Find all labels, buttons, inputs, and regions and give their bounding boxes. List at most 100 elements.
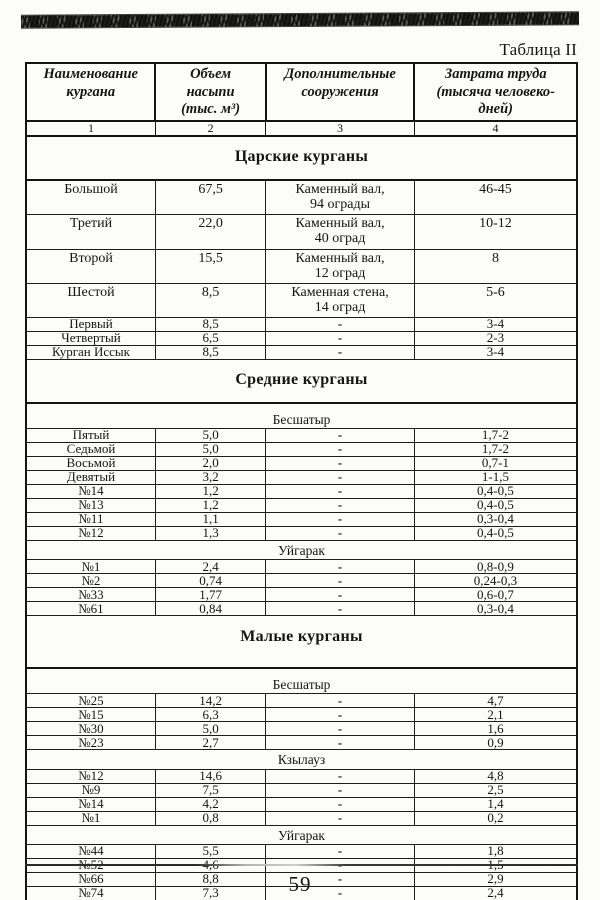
cell-name: Первый (25, 316, 156, 332)
cell-volume: 8,5 (154, 344, 267, 360)
table-label: Таблица II (499, 40, 577, 59)
cell-name: Девятый (25, 470, 156, 486)
table-row: №33 1,77-0,6-0,7 (25, 587, 578, 603)
table-row: Большой 67,5 Каменный вал, 94 ограды 46-45 (25, 179, 578, 216)
cell-name: №12 (25, 526, 156, 542)
cell-name: №33 (25, 587, 156, 603)
cell-name: №14 (25, 484, 156, 500)
cell-labor: 0,7-1 (413, 456, 578, 472)
subsection-title: Кзылауз (26, 749, 577, 770)
table-row: №14 4,2-1,4 (25, 796, 578, 812)
section-title: Царские курганы (26, 136, 577, 182)
cell-structures: - (265, 498, 415, 514)
table-row: Восьмой 2,0-0,7-1 (25, 456, 578, 472)
subsection-title: Уйгарак (26, 540, 577, 561)
cell-name: Четвертый (25, 330, 156, 346)
cell-structures: Каменный вал, 94 ограды (265, 179, 415, 216)
cell-volume: 8,8 (154, 871, 267, 887)
cell-name: №25 (25, 693, 156, 709)
cell-name: Большой (25, 179, 156, 216)
table-row: №61 0,84-0,3-0,4 (25, 601, 578, 617)
cell-labor: 0,4-0,5 (413, 498, 578, 514)
table-row: №11 1,1-0,3-0,4 (25, 512, 578, 528)
cell-volume: 3,2 (154, 470, 267, 486)
cell-labor: 3-4 (413, 316, 578, 332)
cell-labor: 0,24-0,3 (413, 573, 578, 589)
cell-structures: Каменный вал, 12 оград (265, 248, 415, 284)
cell-name: №1 (25, 559, 156, 575)
cell-name: №61 (25, 601, 156, 617)
cell-name: Третий (25, 214, 156, 250)
col-header-volume: Объем насыпи (тыс. м³) (154, 61, 267, 123)
table-row: №44 5,5-1,8 (25, 843, 578, 859)
cell-name: №11 (25, 512, 156, 528)
cell-structures: - (265, 707, 415, 723)
cell-labor: 0,4-0,5 (413, 526, 578, 542)
table-row: №1 0,8-0,2 (25, 810, 578, 826)
cell-volume: 5,5 (154, 843, 267, 859)
table-row: №25 14,2-4,7 (25, 693, 578, 709)
cell-labor: 0,6-0,7 (413, 587, 578, 603)
subsection-row: Уйгарак (26, 825, 577, 845)
cell-labor: 1,8 (413, 843, 578, 859)
cell-volume: 4,2 (154, 796, 267, 812)
cell-name: Шестой (25, 282, 156, 318)
table-header: Наименование кургана Объем насыпи (тыс. … (24, 61, 578, 138)
cell-volume: 8,5 (154, 316, 267, 332)
page-number: 59 (288, 872, 312, 896)
cell-labor: 0,9 (413, 735, 578, 751)
cell-structures: Каменная стена, 14 оград (265, 282, 415, 318)
cell-name: №30 (25, 721, 156, 737)
table-row: №14 1,2-0,4-0,5 (25, 484, 578, 500)
cell-name: №12 (25, 768, 156, 784)
section-row: Средние курганы (26, 359, 577, 404)
cell-name: Второй (25, 248, 156, 284)
cell-name: Седьмой (25, 442, 156, 458)
subsection-row: Уйгарак (26, 540, 577, 561)
cell-structures: - (265, 885, 415, 900)
cell-name: Пятый (25, 428, 156, 444)
ornamental-border (20, 11, 580, 29)
cell-labor: 0,3-0,4 (413, 601, 578, 617)
table-row: №23 2,7-0,9 (25, 735, 578, 751)
cell-volume: 22,0 (154, 214, 267, 250)
column-number: 3 (265, 120, 415, 138)
cell-volume: 67,5 (154, 179, 267, 216)
column-number-row: 1 2 3 4 (25, 120, 578, 138)
cell-name: Восьмой (25, 456, 156, 472)
cell-structures: - (265, 484, 415, 500)
cell-structures: - (265, 871, 415, 887)
cell-name: №9 (25, 782, 156, 798)
cell-structures: - (265, 512, 415, 528)
cell-labor: 10-12 (413, 214, 578, 250)
column-number: 1 (25, 120, 156, 138)
table-row: №524,6-1,5 (25, 857, 578, 873)
cell-labor: 46-45 (413, 179, 578, 216)
cell-labor: 2,5 (413, 782, 578, 798)
cell-labor: 4,8 (413, 768, 578, 784)
cell-structures: - (265, 470, 415, 486)
cell-structures: - (265, 768, 415, 784)
kurgans-table: Наименование кургана Объем насыпи (тыс. … (24, 61, 578, 900)
table-body: Царские курганы Большой 67,5 Каменный вал, … (25, 136, 578, 900)
subsection-row: Кзылауз (26, 749, 577, 770)
section-row: Малые курганы (26, 615, 577, 670)
cell-name: №66 (25, 871, 156, 887)
table-row: Курган Иссык 8,5-3-4 (25, 344, 578, 360)
cell-volume: 14,6 (154, 768, 267, 784)
cell-volume: 1,2 (154, 484, 267, 500)
cell-structures: - (265, 693, 415, 709)
table-row: Девятый 3,2-1-1,5 (25, 470, 578, 486)
cell-volume: 8,5 (154, 282, 267, 318)
table-row: №15 6,3-2,1 (25, 707, 578, 723)
cell-volume: 6,5 (154, 330, 267, 346)
footer-rule (25, 864, 578, 866)
table-row: №1 2,4-0,8-0,9 (25, 559, 578, 575)
col-header-name: Наименование кургана (24, 61, 157, 123)
col-header-labor: Затрата труда (тысяча человеко- дней) (413, 61, 578, 123)
cell-structures: - (265, 735, 415, 751)
section-title: Средние курганы (26, 359, 577, 404)
cell-structures: - (265, 810, 415, 826)
cell-labor: 2-3 (413, 330, 578, 346)
table-row: №12 14,6-4,8 (25, 768, 578, 784)
